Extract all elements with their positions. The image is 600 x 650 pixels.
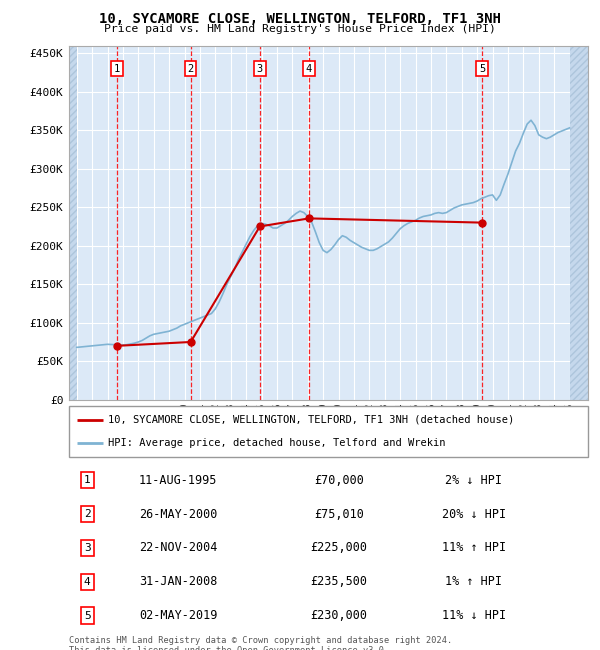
Point bbox=[304, 213, 314, 224]
Text: Contains HM Land Registry data © Crown copyright and database right 2024.
This d: Contains HM Land Registry data © Crown c… bbox=[69, 636, 452, 650]
Text: 5: 5 bbox=[479, 64, 485, 73]
Text: 1: 1 bbox=[84, 475, 91, 486]
Text: 31-JAN-2008: 31-JAN-2008 bbox=[139, 575, 217, 588]
Text: HPI: Average price, detached house, Telford and Wrekin: HPI: Average price, detached house, Telf… bbox=[108, 438, 445, 448]
Text: 2: 2 bbox=[84, 509, 91, 519]
Text: Price paid vs. HM Land Registry's House Price Index (HPI): Price paid vs. HM Land Registry's House … bbox=[104, 24, 496, 34]
Text: 26-MAY-2000: 26-MAY-2000 bbox=[139, 508, 217, 521]
Text: 1: 1 bbox=[114, 64, 120, 73]
Text: £230,000: £230,000 bbox=[310, 609, 367, 622]
Point bbox=[112, 341, 122, 351]
Point bbox=[255, 221, 265, 231]
Text: 4: 4 bbox=[84, 577, 91, 587]
Text: 5: 5 bbox=[84, 610, 91, 621]
Text: £225,000: £225,000 bbox=[310, 541, 367, 554]
Text: 3: 3 bbox=[84, 543, 91, 553]
Text: 10, SYCAMORE CLOSE, WELLINGTON, TELFORD, TF1 3NH: 10, SYCAMORE CLOSE, WELLINGTON, TELFORD,… bbox=[99, 12, 501, 26]
Text: 3: 3 bbox=[257, 64, 263, 73]
Text: 20% ↓ HPI: 20% ↓ HPI bbox=[442, 508, 506, 521]
Text: 10, SYCAMORE CLOSE, WELLINGTON, TELFORD, TF1 3NH (detached house): 10, SYCAMORE CLOSE, WELLINGTON, TELFORD,… bbox=[108, 415, 514, 425]
Text: 22-NOV-2004: 22-NOV-2004 bbox=[139, 541, 217, 554]
Text: 11% ↑ HPI: 11% ↑ HPI bbox=[442, 541, 506, 554]
Text: 2: 2 bbox=[188, 64, 194, 73]
Point bbox=[186, 337, 196, 347]
FancyBboxPatch shape bbox=[69, 406, 588, 457]
Text: 1% ↑ HPI: 1% ↑ HPI bbox=[445, 575, 502, 588]
Text: 11% ↓ HPI: 11% ↓ HPI bbox=[442, 609, 506, 622]
Text: 2% ↓ HPI: 2% ↓ HPI bbox=[445, 474, 502, 487]
Text: £75,010: £75,010 bbox=[314, 508, 364, 521]
Text: £235,500: £235,500 bbox=[310, 575, 367, 588]
Point bbox=[478, 217, 487, 228]
Text: 11-AUG-1995: 11-AUG-1995 bbox=[139, 474, 217, 487]
Text: £70,000: £70,000 bbox=[314, 474, 364, 487]
Text: 02-MAY-2019: 02-MAY-2019 bbox=[139, 609, 217, 622]
Text: 4: 4 bbox=[306, 64, 312, 73]
